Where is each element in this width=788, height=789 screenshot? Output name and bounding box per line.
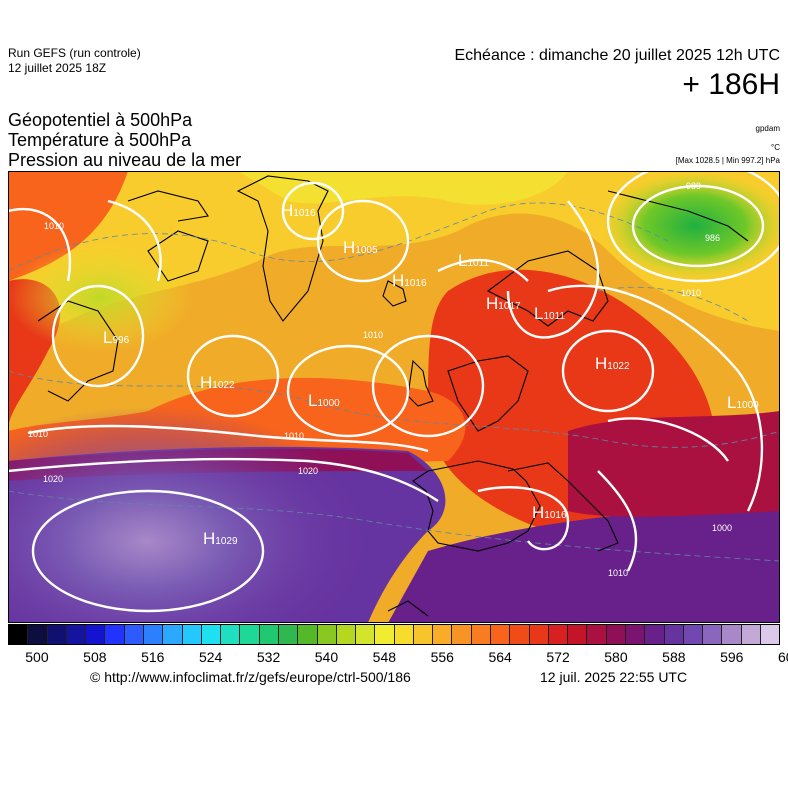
pressure-center-10: L1000 <box>727 393 759 412</box>
colorbar-swatch <box>529 625 549 644</box>
colorbar-tick-label: 508 <box>83 649 107 665</box>
temperature-contours <box>8 202 780 562</box>
colorbar-swatch <box>703 625 723 644</box>
colorbar-swatch <box>760 625 780 644</box>
colorbar-swatch <box>510 625 530 644</box>
colorbar-tick-label: 500 <box>25 649 49 665</box>
isobar-label-0: 989 <box>686 181 701 191</box>
pressure-centers: H1016 H1005 H1016 L1011 H1017 L1011 L996… <box>103 201 759 548</box>
colorbar-tick-label: 588 <box>662 649 686 665</box>
colorbar-tick-label: 516 <box>141 649 165 665</box>
colorbar-swatch <box>298 625 318 644</box>
pressure-center-6: L996 <box>103 328 130 347</box>
field-temperature: Température à 500hPa <box>8 130 192 150</box>
colorbar-swatch <box>201 625 222 644</box>
map-frame <box>8 171 780 623</box>
colorbar-tick-label: 572 <box>546 649 570 665</box>
isobar-labels: 989 986 1010 1010 1010 1010 1020 1020 10… <box>28 181 732 578</box>
colorbar-tick-label: 596 <box>720 649 744 665</box>
colorbar-swatch <box>182 625 202 644</box>
pressure-center-4: H1017 <box>486 294 521 313</box>
isobar-label-9: 1000 <box>712 523 732 533</box>
pressure-center-1: H1005 <box>343 238 378 257</box>
colorbar-swatch <box>356 625 376 644</box>
colorbar-swatch <box>722 625 742 644</box>
generation-timestamp: 12 juil. 2025 22:55 UTC <box>540 669 688 685</box>
colorbar-swatch <box>645 625 665 644</box>
isobar-label-6: 1020 <box>43 474 63 484</box>
colorbar-tick-label: 532 <box>256 649 281 665</box>
colorbar-swatch <box>568 625 588 644</box>
colorbar-swatch <box>394 625 414 644</box>
pressure-center-9: H1022 <box>595 354 630 373</box>
pressure-center-7: H1022 <box>200 373 235 392</box>
colorbar-swatch <box>664 625 684 644</box>
run-title: Run GEFS (run controle) <box>8 46 141 60</box>
colorbar-swatch <box>240 625 260 644</box>
colorbar-swatch <box>548 625 569 644</box>
pressure-center-12: H1016 <box>532 503 567 522</box>
colorbar-tick-label: 540 <box>314 649 339 665</box>
pressure-minmax: [Max 1028.5 | Min 997.2] hPa <box>675 156 780 165</box>
colorbar-swatch <box>741 625 761 644</box>
isobar-label-8: 1010 <box>681 288 701 298</box>
colorbar-swatch <box>47 625 67 644</box>
pressure-center-3: L1011 <box>458 251 489 270</box>
colorbar-tick-label: 524 <box>198 649 223 665</box>
colorbar-swatch <box>221 625 241 644</box>
colorbar-swatch <box>336 625 357 644</box>
colorbar-tick-label: 564 <box>488 649 512 665</box>
isobar-label-10: 1010 <box>608 568 628 578</box>
pressure-center-2: H1016 <box>392 271 427 290</box>
lead-time: + 186H <box>682 68 780 101</box>
valid-time: Echéance : dimanche 20 juillet 2025 12h … <box>454 47 780 64</box>
colorbar-swatch <box>28 625 48 644</box>
colorbar-swatch <box>375 625 395 644</box>
colorbar-swatch <box>413 625 434 644</box>
colorbar-swatch <box>66 625 87 644</box>
colorbar-swatch <box>606 625 626 644</box>
source-credit: © http://www.infoclimat.fr/z/gefs/europe… <box>90 669 411 685</box>
isobar-label-4: 1010 <box>284 431 304 441</box>
isobar-label-7: 1020 <box>298 466 318 476</box>
pressure-center-0: H1016 <box>281 201 316 220</box>
weather-map: H1016 H1005 H1016 L1011 H1017 L1011 L996… <box>8 171 780 623</box>
colorbar-swatch <box>683 625 704 644</box>
field-geopotential: Géopotentiel à 500hPa <box>8 110 193 130</box>
isobars <box>8 171 780 613</box>
colorbar-swatch <box>163 625 183 644</box>
field-mslp: Pression au niveau de la mer <box>8 150 242 170</box>
colorbar-tick-label: 556 <box>430 649 454 665</box>
isobar-label-2: 1010 <box>44 221 64 231</box>
isobar-label-1: 986 <box>705 233 720 243</box>
colorbar <box>8 624 780 645</box>
unit-geopotential: gpdam <box>755 124 780 133</box>
colorbar-swatch <box>259 625 279 644</box>
colorbar-swatch <box>452 625 472 644</box>
colorbar-tick-label: 580 <box>604 649 628 665</box>
colorbar-swatch <box>317 625 337 644</box>
pressure-center-8: L1000 <box>308 391 340 410</box>
colorbar-swatch <box>433 625 453 644</box>
colorbar-swatch <box>9 625 29 644</box>
pressure-center-11: H1029 <box>203 529 238 548</box>
coastlines <box>37 175 749 617</box>
colorbar-swatch <box>587 625 607 644</box>
colorbar-tick-label: 604 <box>777 649 788 665</box>
colorbar-swatch <box>471 625 492 644</box>
pressure-center-5: L1011 <box>534 304 565 323</box>
map-fill-greenish-w <box>8 171 780 623</box>
run-date: 12 juillet 2025 18Z <box>8 61 107 75</box>
colorbar-swatch <box>491 625 511 644</box>
colorbar-swatch <box>143 625 164 644</box>
colorbar-swatch <box>124 625 144 644</box>
colorbar-swatch <box>278 625 299 644</box>
isobar-label-5: 1010 <box>28 429 48 439</box>
colorbar-swatch <box>626 625 646 644</box>
unit-temperature: °C <box>771 143 780 152</box>
colorbar-tick-label: 548 <box>372 649 397 665</box>
colorbar-swatch <box>105 625 125 644</box>
isobar-label-3: 1010 <box>363 330 383 340</box>
colorbar-swatch <box>86 625 106 644</box>
